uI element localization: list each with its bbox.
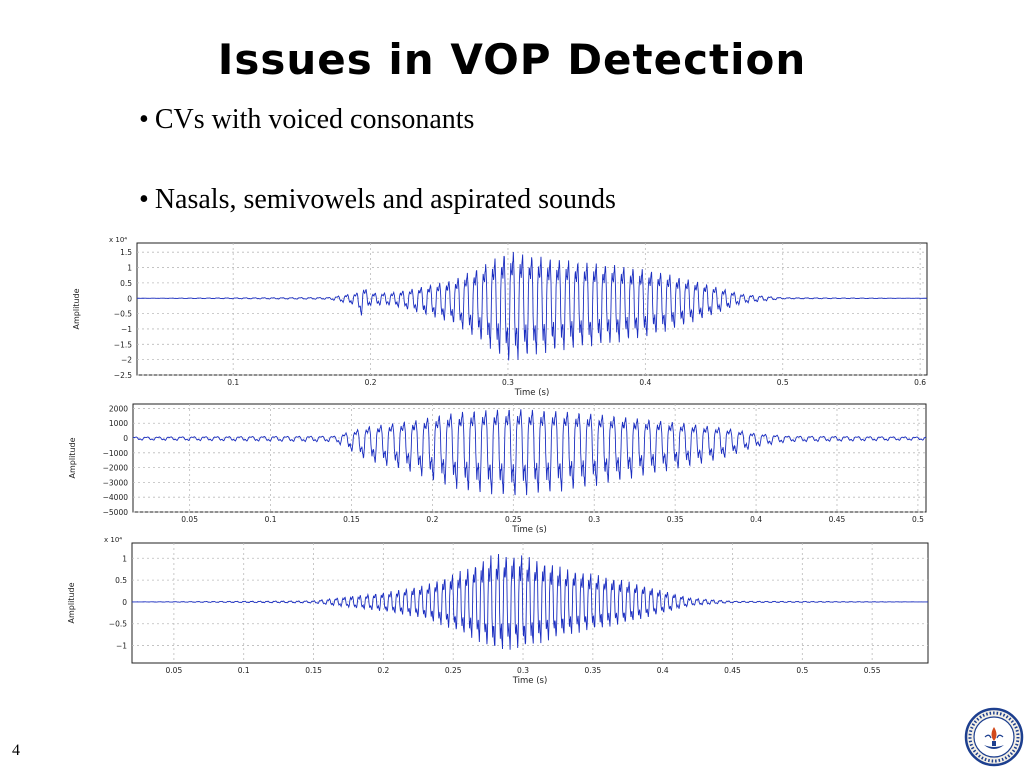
bullet-dot: • (139, 184, 149, 215)
x-tick-label: 0.5 (796, 666, 808, 675)
x-tick-label: 0.45 (829, 515, 846, 524)
x-tick-label: 0.2 (365, 378, 377, 387)
y-tick-label: −2.5 (114, 371, 132, 380)
x-tick-label: 0.25 (445, 666, 462, 675)
x-tick-label: 0.45 (724, 666, 741, 675)
y-tick-label: −1.5 (114, 340, 132, 349)
axis-scale-note: x 10⁴ (104, 536, 122, 544)
bullet-list: • CVs with voiced consonants • Nasals, sem… (139, 100, 616, 260)
x-tick-label: 0.55 (864, 666, 881, 675)
y-tick-label: −2 (121, 356, 132, 365)
x-tick-label: 0.25 (505, 515, 522, 524)
y-tick-label: −5000 (103, 508, 129, 517)
bullet-item: • Nasals, semivowels and aspirated sounds (139, 180, 616, 220)
y-axis-label: Amplitude (67, 582, 76, 623)
x-tick-label: 0.15 (305, 666, 322, 675)
y-tick-label: −0.5 (109, 620, 127, 629)
y-tick-label: −1000 (103, 449, 129, 458)
waveform-plot-3: 0.05 0.1 0.15 0.2 0.25 0.3 0.35 0.4 0.45 0.5 0.55 1… (67, 536, 929, 686)
x-tick-label: 0.2 (377, 666, 389, 675)
bullet-item: • CVs with voiced consonants (139, 100, 616, 140)
x-tick-label: 0.4 (657, 666, 669, 675)
bullet-dot: • (139, 104, 149, 135)
x-tick-label: 0.1 (227, 378, 239, 387)
x-tick-label: 0.5 (912, 515, 924, 524)
bullet-text: CVs with voiced consonants (154, 104, 475, 135)
y-tick-label: −1 (121, 325, 132, 334)
bullet-text: Nasals, semivowels and aspirated sounds (154, 184, 616, 215)
y-tick-label: −2000 (103, 464, 129, 473)
x-tick-label: 0.15 (343, 515, 360, 524)
x-tick-label: 0.35 (584, 666, 601, 675)
y-tick-label: 1.5 (120, 248, 132, 257)
slide-title: Issues in VOP Detection (217, 35, 807, 84)
x-tick-label: 0.1 (238, 666, 250, 675)
waveform-line (132, 409, 927, 496)
x-tick-label: 0.4 (639, 378, 651, 387)
waveform-plot-2: 0.05 0.1 0.15 0.2 0.25 0.3 0.35 0.4 0.45 0.5 2000 1… (68, 403, 927, 535)
waveform-line (132, 554, 928, 650)
x-tick-label: 0.6 (914, 378, 926, 387)
y-axis-label: Amplitude (72, 288, 81, 329)
x-tick-label: 0.05 (166, 666, 183, 675)
y-tick-label: −4000 (103, 493, 129, 502)
institute-logo (964, 707, 1024, 767)
x-axis-label: Time (s) (511, 525, 547, 535)
y-tick-label: −1 (116, 642, 127, 651)
y-tick-label: −0.5 (114, 310, 132, 319)
y-tick-label: 0 (122, 598, 127, 607)
y-tick-label: −3000 (103, 478, 129, 487)
x-tick-label: 0.2 (426, 515, 438, 524)
y-tick-label: 1 (127, 264, 132, 273)
x-tick-label: 0.5 (777, 378, 789, 387)
x-tick-label: 0.3 (502, 378, 514, 387)
x-axis-label: Time (s) (512, 676, 548, 686)
y-axis-label: Amplitude (68, 437, 77, 478)
x-tick-label: 0.1 (265, 515, 277, 524)
x-tick-label: 0.05 (181, 515, 198, 524)
x-axis-label: Time (s) (514, 388, 550, 398)
y-tick-label: 0 (127, 294, 132, 303)
y-tick-label: 0 (123, 434, 128, 443)
x-tick-label: 0.3 (588, 515, 600, 524)
y-tick-label: 1 (122, 554, 127, 563)
x-tick-label: 0.35 (667, 515, 684, 524)
y-tick-label: 0.5 (115, 576, 127, 585)
x-tick-label: 0.4 (750, 515, 762, 524)
waveform-line (137, 251, 928, 361)
y-tick-label: 2000 (109, 404, 128, 413)
slide-number: 4 (12, 742, 20, 759)
y-tick-label: 1000 (109, 419, 128, 428)
axis-scale-note: x 10⁴ (109, 236, 127, 244)
y-tick-label: 0.5 (120, 279, 132, 288)
x-tick-label: 0.3 (517, 666, 529, 675)
waveform-plot-1: 0.1 0.2 0.3 0.4 0.5 0.6 1.5 1 0.5 0 −0.5 −1 −1.5 −2 −2… (72, 236, 928, 398)
